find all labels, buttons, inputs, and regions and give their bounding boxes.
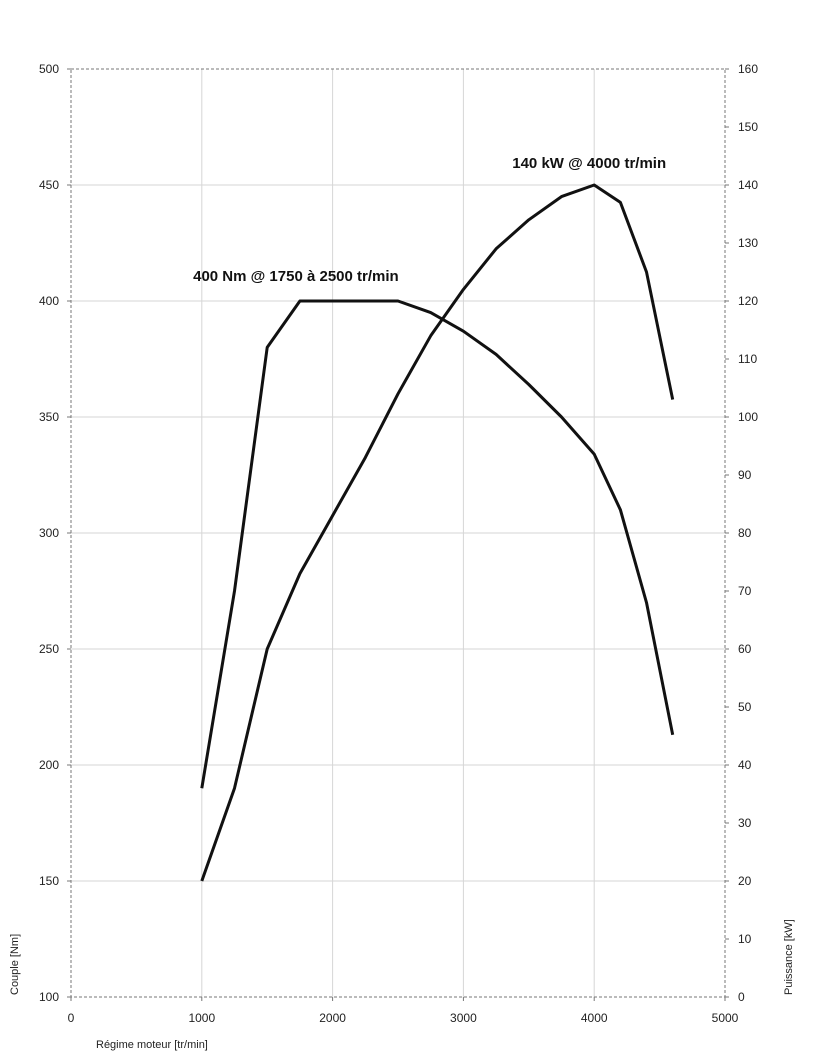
right-tick-label: 160 (738, 62, 758, 76)
left-tick-label: 400 (39, 294, 59, 308)
right-tick-label: 40 (738, 758, 752, 772)
annotations-layer: 400 Nm @ 1750 à 2500 tr/min 140 kW @ 4000… (193, 155, 666, 285)
right-tick-label: 60 (738, 642, 752, 656)
right-axis-label: Puissance [kW] (783, 919, 795, 995)
right-tick-label: 70 (738, 584, 752, 598)
left-tick-label: 300 (39, 526, 59, 540)
right-tick-label: 150 (738, 120, 758, 134)
x-tick-label: 4000 (581, 1011, 608, 1025)
x-tick-label: 5000 (712, 1011, 739, 1025)
right-tick-label: 140 (738, 178, 758, 192)
right-tick-label: 20 (738, 874, 752, 888)
torque-series-line (200, 299, 675, 789)
series-layer (200, 183, 675, 882)
x-tick-label: 3000 (450, 1011, 477, 1025)
right-tick-label: 120 (738, 294, 758, 308)
left-tick-label: 150 (39, 874, 59, 888)
x-axis-ticks: 0 1000 2000 3000 4000 5000 (68, 997, 739, 1025)
right-axis-ticks: 0 10 20 30 40 50 60 70 80 90 100 110 120 130 140 150 160 (725, 62, 758, 1004)
right-tick-label: 0 (738, 990, 745, 1004)
right-tick-label: 80 (738, 526, 752, 540)
power-peak-annotation: 140 kW @ 4000 tr/min (512, 155, 666, 172)
x-axis-label: Régime moteur [tr/min] (96, 1039, 208, 1051)
x-tick-label: 1000 (188, 1011, 215, 1025)
left-tick-label: 200 (39, 758, 59, 772)
left-tick-label: 100 (39, 990, 59, 1004)
x-tick-label: 2000 (319, 1011, 346, 1025)
left-tick-label: 450 (39, 178, 59, 192)
right-tick-label: 110 (738, 352, 757, 366)
torque-peak-annotation: 400 Nm @ 1750 à 2500 tr/min (193, 268, 399, 285)
right-tick-label: 50 (738, 700, 752, 714)
right-tick-label: 90 (738, 468, 752, 482)
left-axis-ticks: 100 150 200 250 300 350 400 450 500 (39, 62, 71, 1004)
x-tick-label: 0 (68, 1011, 75, 1025)
power-series-line (200, 183, 675, 882)
right-tick-label: 30 (738, 816, 752, 830)
right-tick-label: 100 (738, 410, 758, 424)
left-tick-label: 250 (39, 642, 59, 656)
left-tick-label: 500 (39, 62, 59, 76)
left-tick-label: 350 (39, 410, 59, 424)
right-tick-label: 10 (738, 932, 752, 946)
right-tick-label: 130 (738, 236, 758, 250)
left-axis-label: Couple [Nm] (9, 934, 21, 995)
grid (71, 69, 725, 997)
